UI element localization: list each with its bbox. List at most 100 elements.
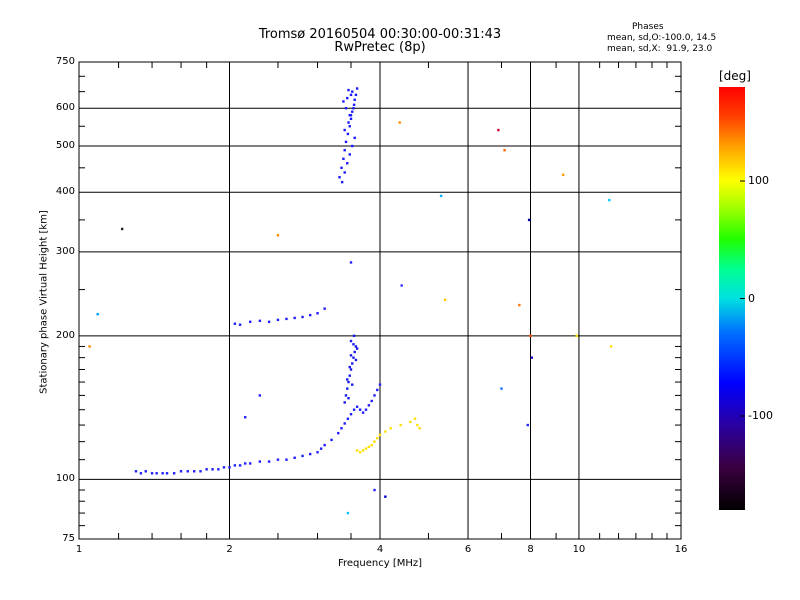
data-point: [399, 423, 402, 427]
x-tick-label: 16: [674, 544, 688, 555]
data-point: [134, 470, 138, 473]
data-point: [205, 468, 208, 471]
data-point: [186, 470, 189, 473]
data-point: [238, 464, 242, 467]
phases-x-stats: mean, sd,X: 91.9, 23.0: [607, 44, 713, 54]
data-point: [161, 472, 164, 475]
data-point: [367, 445, 371, 449]
data-point: [443, 298, 447, 301]
y-tick-label: 75: [62, 533, 75, 544]
x-tick-label: 8: [527, 544, 534, 555]
data-point: [353, 136, 356, 140]
data-point: [378, 383, 382, 386]
x-tick-label: 6: [464, 544, 472, 555]
x-tick-label: 1: [75, 544, 83, 555]
data-point: [150, 472, 154, 475]
colorbar-tick-label: 100: [748, 174, 769, 187]
data-point: [348, 125, 351, 128]
y-tick-label: 600: [55, 102, 75, 114]
data-point: [343, 171, 346, 174]
data-point: [349, 93, 353, 97]
data-point: [285, 458, 288, 461]
data-point: [373, 440, 376, 443]
grid: [79, 62, 681, 539]
data-point: [349, 339, 353, 343]
data-point: [165, 472, 169, 475]
data-point: [233, 464, 237, 467]
data-point: [376, 437, 379, 440]
data-point: [348, 365, 351, 369]
data-point: [352, 356, 355, 359]
data-point: [348, 114, 351, 117]
data-point: [139, 472, 143, 475]
data-point: [413, 417, 417, 420]
data-point: [376, 388, 379, 392]
data-point: [337, 431, 340, 435]
data-point: [364, 447, 368, 450]
data-point: [258, 394, 262, 397]
data-point: [355, 87, 359, 90]
data-point: [293, 316, 296, 320]
data-point: [348, 374, 351, 377]
data-point: [527, 218, 531, 222]
data-point: [193, 470, 196, 473]
data-point: [355, 347, 359, 350]
data-point: [346, 511, 350, 515]
data-point: [354, 358, 358, 362]
x-tick-label: 2: [226, 544, 233, 555]
data-point: [346, 417, 350, 420]
data-point: [346, 96, 349, 100]
data-point: [347, 396, 350, 400]
data-point: [354, 345, 358, 348]
x-axis-label: Frequency [MHz]: [337, 558, 423, 569]
data-point: [172, 472, 176, 475]
data-point: [346, 387, 349, 390]
data-point: [347, 380, 350, 384]
data-point: [561, 173, 565, 177]
data-point: [497, 128, 500, 132]
data-point: [398, 121, 401, 124]
data-point: [316, 312, 319, 315]
data-point: [370, 443, 373, 447]
data-point: [503, 148, 506, 152]
data-point: [316, 451, 319, 454]
data-point: [258, 460, 262, 463]
data-point: [352, 103, 356, 107]
data-point: [416, 423, 419, 427]
data-point: [349, 354, 353, 357]
y-axis-label: Stationary phase Virtual Height [km]: [38, 210, 50, 394]
data-point: [248, 320, 252, 323]
colorbar-tick-label: 0: [748, 291, 755, 305]
data-point: [609, 345, 613, 348]
data-point: [267, 460, 271, 463]
data-point: [340, 180, 344, 184]
data-point: [179, 470, 183, 473]
data-point: [518, 303, 521, 307]
data-point: [217, 468, 220, 471]
data-point: [344, 394, 348, 397]
data-point: [352, 343, 355, 346]
data-point: [361, 449, 365, 452]
data-point: [349, 368, 353, 371]
data-point: [244, 416, 247, 419]
data-point: [338, 176, 341, 179]
data-point: [144, 470, 147, 473]
data-point: [361, 411, 365, 414]
data-point: [342, 157, 345, 161]
data-point: [222, 466, 226, 469]
data-point: [340, 427, 343, 430]
data-point: [352, 408, 356, 411]
y-tick-label: 100: [55, 473, 75, 485]
x-tick-label: 4: [376, 544, 384, 555]
data-point: [358, 408, 362, 411]
data-point: [155, 472, 158, 475]
data-point: [340, 166, 343, 170]
data-point: [354, 93, 358, 97]
data-point: [529, 334, 532, 338]
phases-o-stats: mean, sd,O:-100.0, 14.5: [607, 33, 717, 43]
data-point: [526, 423, 529, 427]
data-point: [351, 144, 354, 148]
data-point: [301, 315, 304, 319]
data-point: [330, 438, 333, 442]
y-tick-label: 500: [55, 139, 75, 151]
